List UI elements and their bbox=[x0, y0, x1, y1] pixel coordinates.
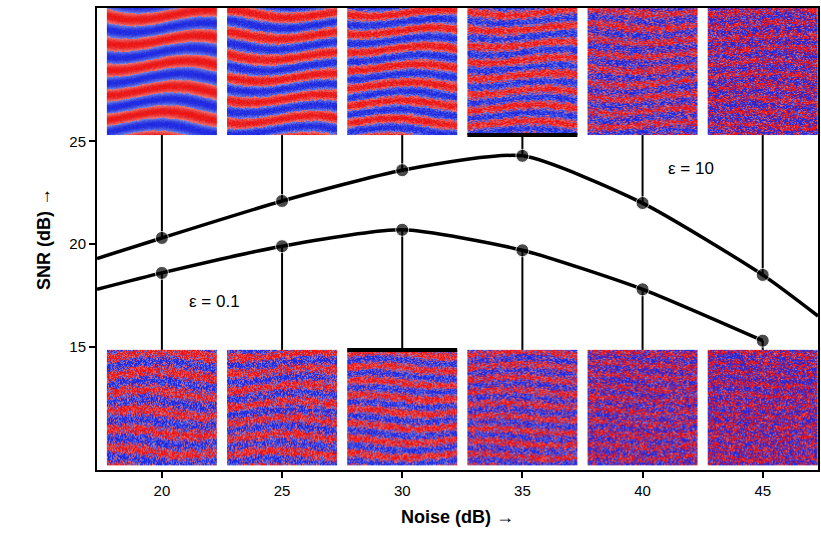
svg-text:25: 25 bbox=[69, 133, 86, 150]
svg-text:40: 40 bbox=[634, 482, 651, 499]
svg-text:SNR (dB) →: SNR (dB) → bbox=[34, 188, 54, 290]
svg-text:35: 35 bbox=[514, 482, 531, 499]
svg-text:ε = 0.1: ε = 0.1 bbox=[189, 292, 240, 311]
svg-text:45: 45 bbox=[754, 482, 771, 499]
svg-text:Noise (dB) →: Noise (dB) → bbox=[401, 507, 514, 527]
svg-text:20: 20 bbox=[69, 235, 86, 252]
svg-text:15: 15 bbox=[69, 338, 86, 355]
svg-text:ε = 10: ε = 10 bbox=[668, 159, 714, 178]
svg-text:20: 20 bbox=[154, 482, 171, 499]
svg-text:25: 25 bbox=[274, 482, 291, 499]
svg-text:30: 30 bbox=[394, 482, 411, 499]
